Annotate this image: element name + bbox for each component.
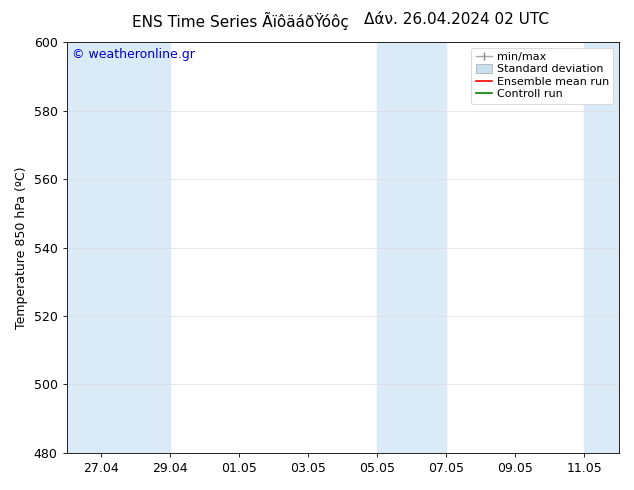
- Text: © weatheronline.gr: © weatheronline.gr: [72, 48, 195, 61]
- Bar: [67, 42, 170, 453]
- Bar: [585, 42, 619, 453]
- Text: Δάν. 26.04.2024 02 UTC: Δάν. 26.04.2024 02 UTC: [364, 12, 549, 27]
- Y-axis label: Temperature 850 hPa (ºC): Temperature 850 hPa (ºC): [15, 166, 28, 329]
- Text: ENS Time Series ÃïôäáðŸóôç: ENS Time Series ÃïôäáðŸóôç: [133, 12, 349, 30]
- Bar: [377, 42, 446, 453]
- Legend: min/max, Standard deviation, Ensemble mean run, Controll run: min/max, Standard deviation, Ensemble me…: [471, 48, 614, 103]
